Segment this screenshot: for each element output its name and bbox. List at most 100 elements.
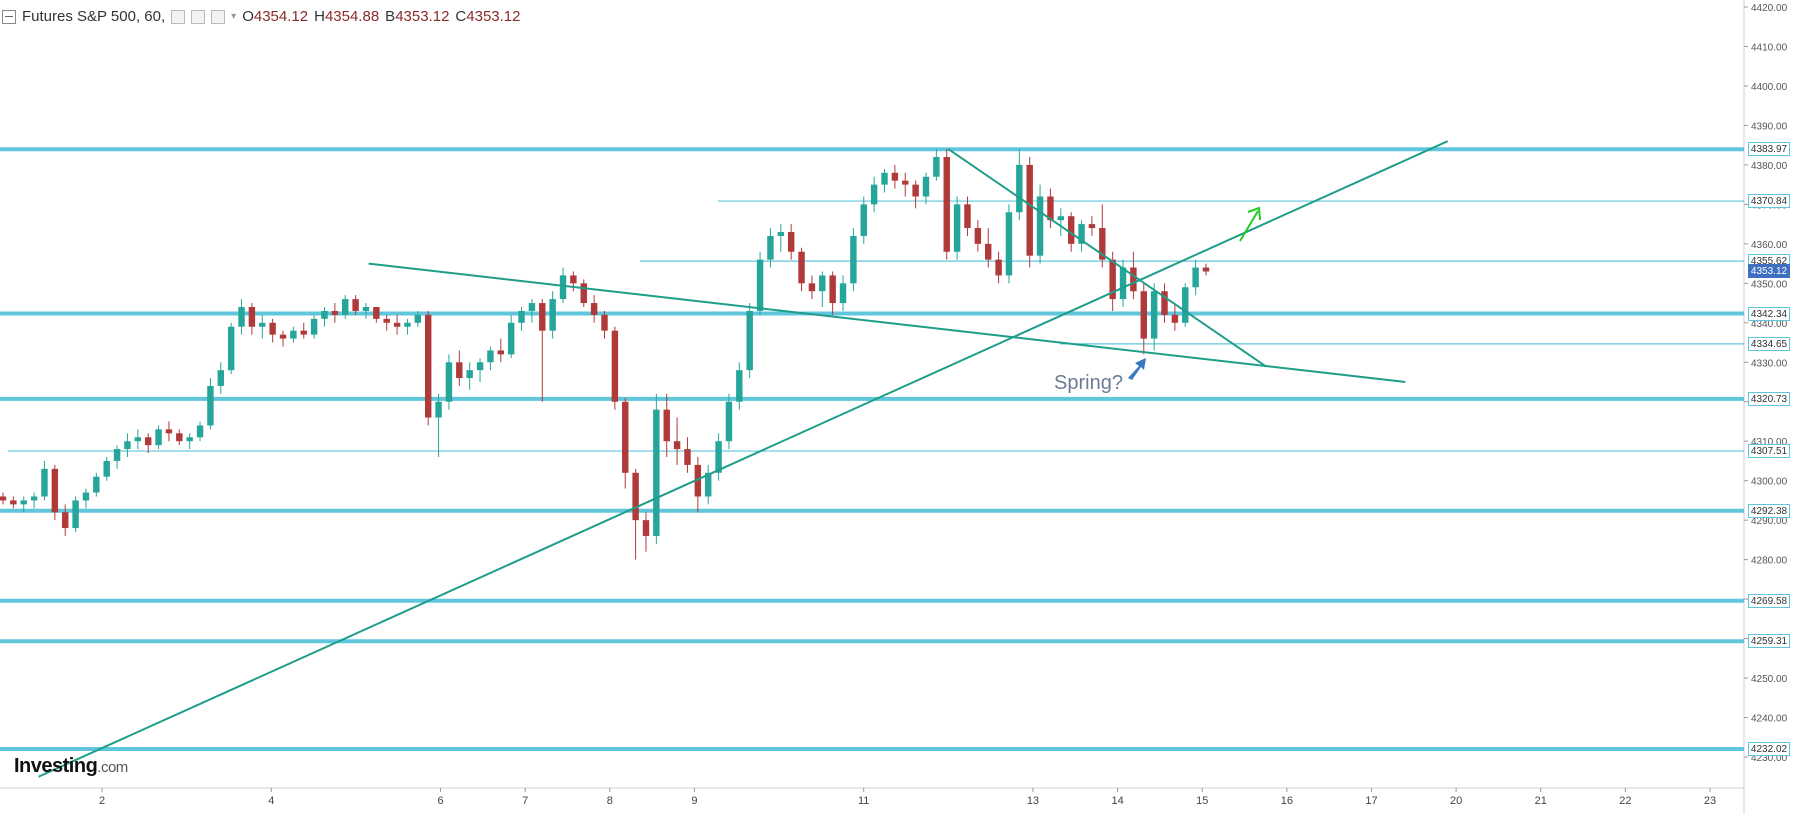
candle-body: [518, 310, 525, 323]
candle-body: [1088, 224, 1096, 229]
chevron-down-icon[interactable]: ▾: [231, 11, 237, 22]
legend-low: 4353.12: [395, 8, 450, 25]
candle-body: [933, 157, 940, 177]
y-tick-label: 4300.00: [1751, 477, 1788, 488]
visibility-icon[interactable]: [171, 9, 186, 24]
candle-body: [839, 283, 847, 304]
x-tick-label: 17: [1365, 795, 1377, 807]
candle-body: [424, 314, 432, 418]
candle-body: [539, 303, 546, 331]
candle-body: [393, 322, 401, 327]
candle-body: [1109, 259, 1116, 300]
settings-icon[interactable]: [191, 9, 206, 24]
y-tick-label: 4420.00: [1751, 3, 1788, 14]
candle-body: [1078, 224, 1085, 244]
level-price-tag: 4320.73: [1748, 391, 1790, 406]
candle-body: [1099, 228, 1106, 260]
candle-body: [207, 385, 214, 426]
green-arrow-head: [1247, 206, 1261, 221]
candle-body: [632, 472, 639, 521]
candle-body: [20, 500, 27, 505]
candle-body: [881, 172, 888, 185]
y-tick-label: 4230.00: [1751, 753, 1788, 764]
candle-body: [269, 322, 276, 335]
candle-body: [0, 496, 7, 501]
candle-body: [922, 176, 930, 197]
candle-body: [144, 437, 152, 446]
x-tick-label: 4: [268, 795, 274, 807]
y-tick-label: 4380.00: [1751, 161, 1788, 172]
candle-body: [72, 500, 79, 529]
y-tick-label: 4280.00: [1751, 556, 1788, 567]
spring-annotation: Spring?: [1054, 372, 1123, 394]
candle-body: [487, 350, 494, 363]
y-tick-label: 4310.00: [1751, 437, 1788, 448]
y-tick-label: 4240.00: [1751, 714, 1788, 725]
candle-body: [870, 184, 878, 205]
candle-body: [155, 429, 162, 446]
candle-body: [331, 310, 339, 315]
candle-body: [736, 370, 743, 402]
candle-body: [995, 259, 1002, 276]
candle-body: [1026, 164, 1033, 256]
y-tick-label: 4360.00: [1751, 240, 1788, 251]
candle-body: [248, 307, 256, 327]
candle-body: [165, 429, 173, 434]
x-tick-label: 13: [1027, 795, 1039, 807]
candle-body: [684, 449, 691, 465]
legend-high: 4354.88: [324, 8, 380, 25]
candle-body: [1150, 291, 1158, 339]
candle-body: [134, 437, 142, 442]
candle-body: [860, 204, 867, 236]
x-tick-label: 2: [99, 795, 105, 807]
level-price-tag: 4307.51: [1748, 444, 1790, 459]
candle-body: [1140, 291, 1147, 339]
candle-body: [756, 259, 764, 311]
level-price-tag: 4342.34: [1748, 306, 1790, 321]
candle-body: [1036, 196, 1044, 256]
candle-body: [1171, 314, 1179, 323]
candle-body: [41, 468, 48, 497]
candle-body: [362, 307, 370, 311]
level-price-tag: 4292.38: [1748, 503, 1790, 518]
candle-body: [217, 370, 224, 386]
candle-body: [10, 500, 17, 505]
candle-body: [559, 275, 567, 300]
candle-body: [943, 157, 950, 252]
candle-body: [590, 303, 598, 315]
level-price-tag: 4383.97: [1748, 142, 1790, 157]
y-tick-label: 4340.00: [1751, 319, 1788, 330]
candle-body: [725, 401, 733, 442]
candle-body: [1047, 196, 1054, 221]
candle-body: [82, 492, 90, 501]
x-tick-label: 11: [858, 795, 869, 807]
candle-body: [808, 283, 816, 292]
x-tick-label: 22: [1619, 795, 1631, 807]
candle-body: [124, 441, 131, 450]
candle-body: [850, 235, 857, 284]
y-tick-label: 4290.00: [1751, 516, 1788, 527]
candle-body: [1119, 267, 1127, 300]
candle-body: [601, 314, 608, 331]
level-price-tag: 4232.02: [1748, 742, 1790, 757]
candle-body: [1067, 216, 1075, 244]
candle-body: [227, 326, 235, 371]
remove-icon[interactable]: [211, 9, 226, 24]
green-arrow-shaft: [1239, 210, 1259, 242]
x-tick-label: 7: [522, 795, 528, 807]
candle-body: [1192, 267, 1199, 288]
candle-body: [1005, 212, 1013, 276]
blue-arrow-icon: [1128, 358, 1146, 380]
chart-legend: Futures S&P 500, 60, ▾ O4354.12 H4354.88…: [2, 8, 521, 25]
candle-body: [642, 520, 650, 536]
candle-body: [435, 401, 442, 418]
y-tick-label: 4350.00: [1751, 279, 1788, 290]
collapse-icon[interactable]: [2, 9, 16, 24]
candle-body: [611, 330, 619, 402]
candle-body: [673, 441, 681, 450]
candle-body: [663, 409, 670, 442]
candle-body: [912, 184, 919, 197]
candle-body: [466, 370, 473, 379]
candle-body: [570, 275, 577, 284]
candle-body: [414, 314, 422, 323]
